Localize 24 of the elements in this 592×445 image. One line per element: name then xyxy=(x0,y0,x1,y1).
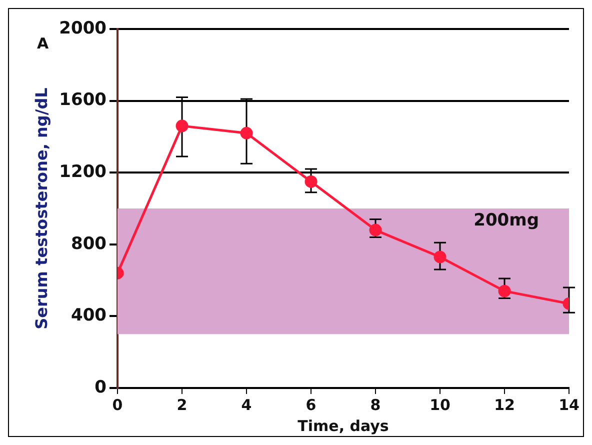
y-tick-label: 1600 xyxy=(59,90,107,110)
x-tick-label: 12 xyxy=(494,396,515,414)
point xyxy=(304,175,318,188)
x-tick-label: 10 xyxy=(430,396,450,414)
y-tick-label: 2000 xyxy=(59,18,107,38)
y-tick-label: 400 xyxy=(71,306,107,326)
y-axis-title: Serum testosterone, ng/dL xyxy=(32,88,51,330)
y-tick-label: 800 xyxy=(71,234,107,254)
y-tick-label: 0 xyxy=(94,377,107,398)
band-label: 200mg xyxy=(474,210,539,230)
text: A xyxy=(37,34,49,52)
point xyxy=(240,126,253,140)
point xyxy=(498,284,511,298)
y-tick-label: 1200 xyxy=(59,162,107,182)
x-tick-label: 14 xyxy=(558,396,580,414)
x-tick-label: 2 xyxy=(176,396,188,414)
x-tick-label: 0 xyxy=(112,396,123,414)
x-axis-title: Time, days xyxy=(298,416,389,435)
point xyxy=(369,224,382,236)
x-tick-label: 8 xyxy=(370,396,381,414)
point xyxy=(176,120,188,132)
x-tick-label: 4 xyxy=(241,396,252,414)
x-tick-label: 6 xyxy=(306,396,316,414)
point xyxy=(434,250,446,264)
